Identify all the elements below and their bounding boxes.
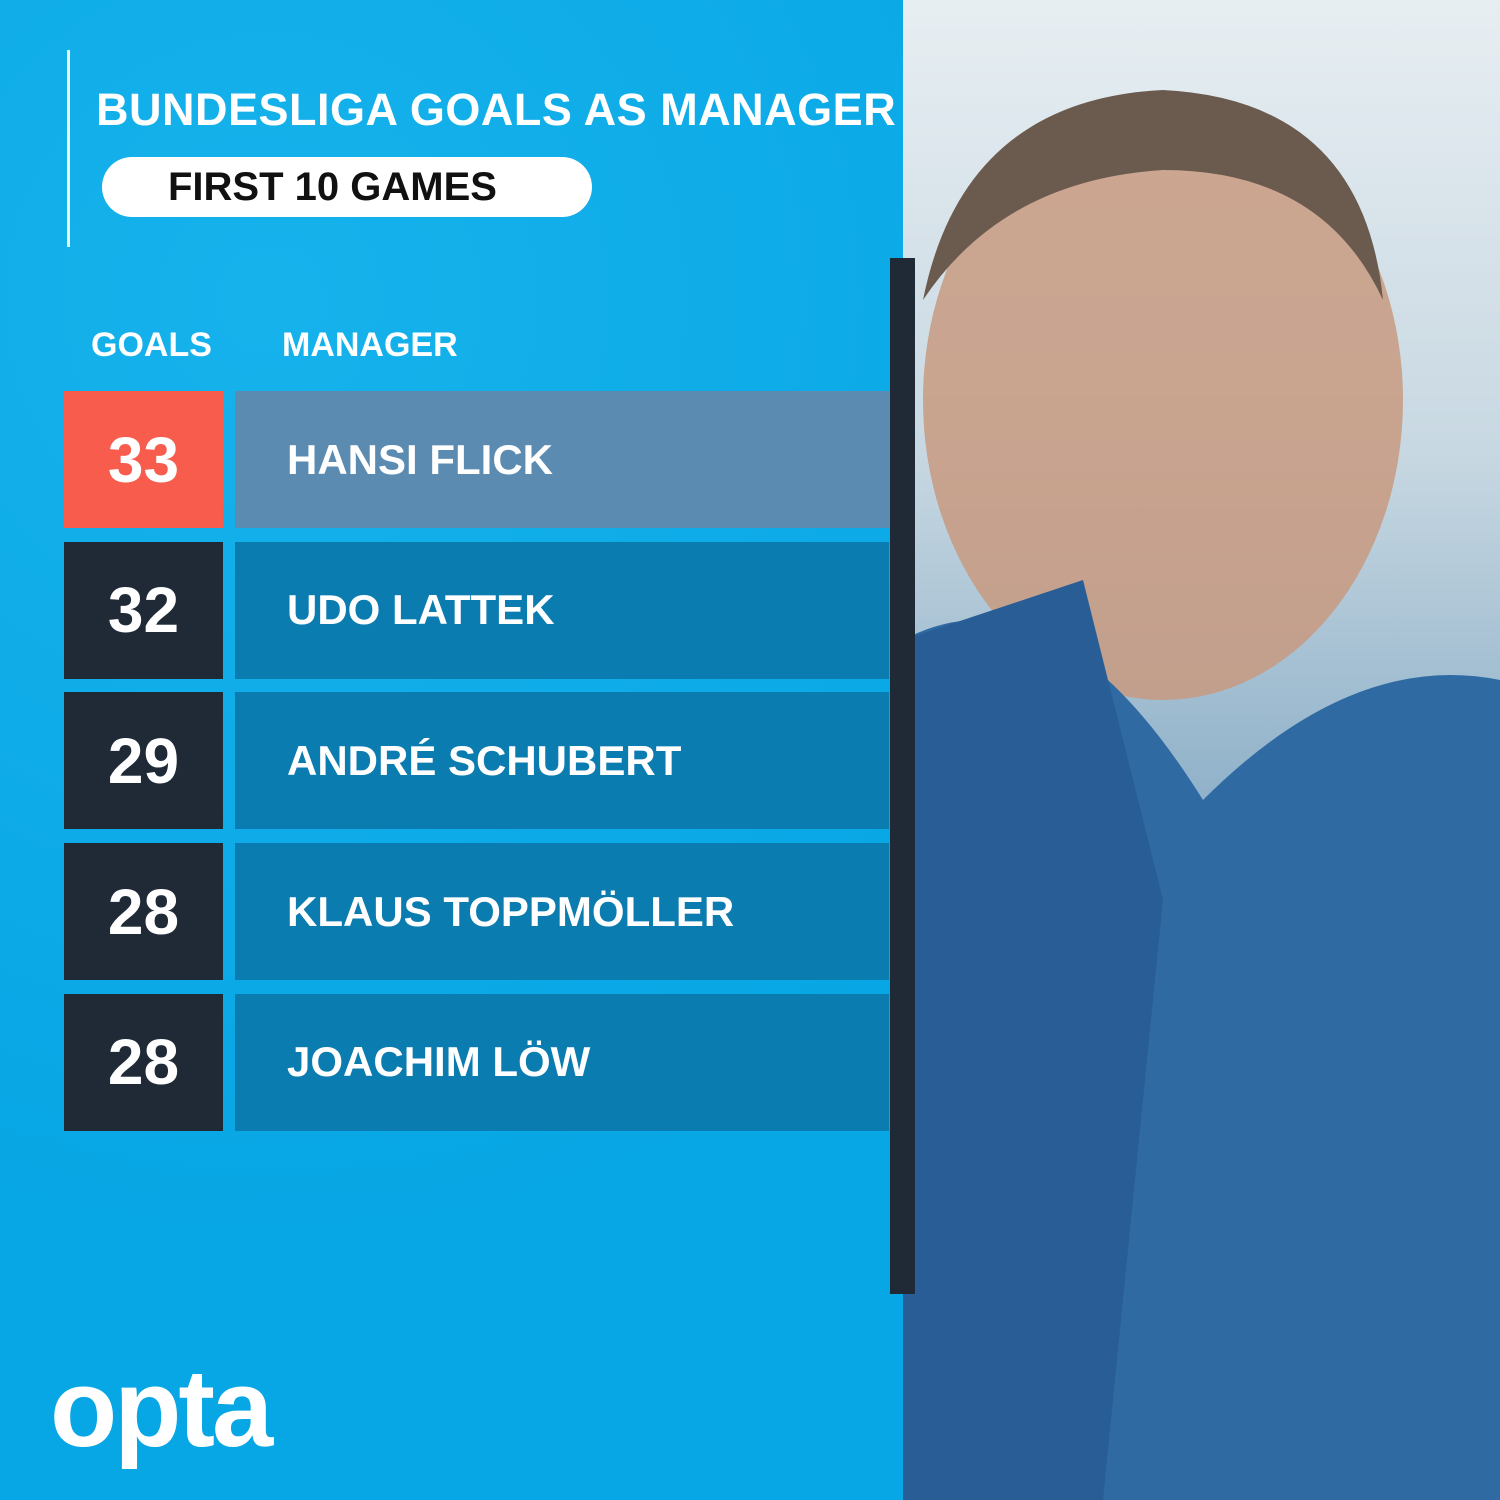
manager-photo <box>903 0 1500 1500</box>
header-goals: GOALS <box>91 326 212 364</box>
table-row: 28 JOACHIM LÖW <box>64 993 889 1131</box>
title-divider <box>67 50 70 247</box>
subtitle-pill: FIRST 10 GAMES <box>102 157 592 217</box>
manager-name: UDO LATTEK <box>235 541 889 679</box>
manager-name: JOACHIM LÖW <box>235 993 889 1131</box>
chart-title: BUNDESLIGA GOALS AS MANAGER <box>96 84 897 135</box>
table-row: 28 KLAUS TOPPMÖLLER <box>64 843 889 981</box>
table-row: 29 ANDRÉ SCHUBERT <box>64 692 889 830</box>
opta-logo: opta <box>50 1347 273 1470</box>
manager-name: KLAUS TOPPMÖLLER <box>235 843 889 981</box>
goals-value: 32 <box>64 541 223 679</box>
subtitle: FIRST 10 GAMES <box>168 165 497 209</box>
manager-photo-illustration <box>903 90 1500 1500</box>
table-row: 32 UDO LATTEK <box>64 541 889 679</box>
header-manager: MANAGER <box>282 326 458 364</box>
divider-bar <box>890 258 915 1294</box>
goals-value: 28 <box>64 843 223 981</box>
manager-name: ANDRÉ SCHUBERT <box>235 692 889 830</box>
goals-value: 29 <box>64 692 223 830</box>
goals-value: 33 <box>64 391 223 528</box>
goals-value: 28 <box>64 993 223 1131</box>
table-row: 33 HANSI FLICK <box>64 391 889 528</box>
manager-name: HANSI FLICK <box>235 391 889 528</box>
